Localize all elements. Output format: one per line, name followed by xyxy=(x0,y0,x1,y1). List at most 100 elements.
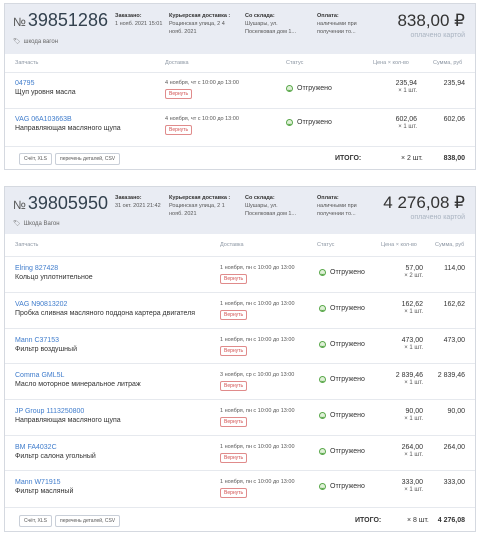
invoice-xls-button[interactable]: Счёт, XLS xyxy=(19,515,52,527)
line-sum: 90,00 xyxy=(447,408,465,415)
return-button[interactable]: Вернуть xyxy=(220,346,248,356)
quantity: × 2 шт. xyxy=(404,273,423,279)
part-article-link[interactable]: JP Group 1113250800 xyxy=(15,408,85,415)
payment-info: Оплата: наличными при получении то... xyxy=(317,195,357,217)
status-label: Отгружено xyxy=(286,119,332,126)
order-footer: Счёт, XLS перечень деталей, CSV ИТОГО: ×… xyxy=(5,146,475,171)
return-button[interactable]: Вернуть xyxy=(165,125,193,135)
order-card: № 39805950 Заказано: 31 окт. 2021 21:42 Ку… xyxy=(4,186,476,532)
unit-price: 602,06 xyxy=(395,116,417,123)
col-status: Статус xyxy=(286,60,304,66)
order-header: № 39805950 Заказано: 31 окт. 2021 21:42 Ку… xyxy=(5,187,475,234)
table-row: Mann C37153 Фильтр воздушный 1 ноября, пн… xyxy=(5,328,475,363)
return-button[interactable]: Вернуть xyxy=(220,417,248,427)
col-part: Запчасть xyxy=(15,60,39,66)
delivery-slot: 4 ноября, чт с 10:00 до 13:00 xyxy=(165,116,239,122)
line-sum: 235,94 xyxy=(443,80,465,87)
order-tag[interactable]: шкода вагон xyxy=(13,38,58,45)
delivery-slot: 3 ноября, ср с 10:00 до 13:00 xyxy=(220,372,295,378)
col-delivery: Доставка xyxy=(220,242,244,248)
status-label: Отгружено xyxy=(319,412,365,419)
delivery-slot: 1 ноября, пн с 10:00 до 13:00 xyxy=(220,301,295,307)
order-footer: Счёт, XLS перечень деталей, CSV ИТОГО: ×… xyxy=(5,507,475,533)
itogo-sum: 4 276,08 xyxy=(437,517,465,524)
part-name: Фильтр воздушный xyxy=(15,346,77,353)
return-button[interactable]: Вернуть xyxy=(220,488,248,498)
col-delivery: Доставка xyxy=(165,60,189,66)
smile-icon xyxy=(319,341,326,348)
col-price: Цена × кол-во xyxy=(373,60,409,66)
part-article-link[interactable]: 04795 xyxy=(15,80,35,87)
order-number[interactable]: № 39805950 xyxy=(13,193,108,213)
smile-icon xyxy=(319,305,326,312)
unit-price: 2 839,46 xyxy=(395,372,423,379)
part-article-link[interactable]: Elring 827428 xyxy=(15,265,59,272)
quantity: × 1 шт. xyxy=(404,487,423,493)
part-name: Фильтр масляный xyxy=(15,488,74,495)
itogo-label: ИТОГО: xyxy=(335,155,362,162)
status-label: Отгружено xyxy=(319,269,365,276)
smile-icon xyxy=(286,85,293,92)
unit-price: 235,94 xyxy=(395,80,417,87)
itogo-sum: 838,00 xyxy=(443,155,465,162)
unit-price: 333,00 xyxy=(401,479,423,486)
order-card: № 39851286 Заказано: 1 нояб. 2021 15:01 Ку… xyxy=(4,3,476,170)
part-name: Направляющая масляного щупа xyxy=(15,125,121,132)
part-article-link[interactable]: Mann C37153 xyxy=(15,337,59,344)
delivery-slot: 1 ноября, пн с 10:00 до 13:00 xyxy=(220,337,295,343)
quantity: × 1 шт. xyxy=(404,380,423,386)
return-button[interactable]: Вернуть xyxy=(165,89,193,99)
col-price: Цена × кол-во xyxy=(381,242,417,248)
smile-icon xyxy=(319,376,326,383)
smile-icon xyxy=(319,483,326,490)
col-sum: Сумма, руб xyxy=(433,60,463,66)
warehouse-info: Со склада: Шушары, ул. Поселковая дом 1..… xyxy=(245,195,297,217)
order-total: 838,00 ₽ оплачено картой xyxy=(397,11,465,39)
table-row: Mann W71915 Фильтр масляный 1 ноября, пн … xyxy=(5,470,475,507)
line-sum: 114,00 xyxy=(444,265,465,272)
order-number[interactable]: № 39851286 xyxy=(13,10,108,30)
smile-icon xyxy=(319,448,326,455)
order-tag[interactable]: Шкода Вагон xyxy=(13,220,60,227)
return-button[interactable]: Вернуть xyxy=(220,453,248,463)
quantity: × 1 шт. xyxy=(404,345,423,351)
delivery-slot: 1 ноября, пн с 10:00 до 13:00 xyxy=(220,444,295,450)
line-sum: 333,00 xyxy=(443,479,465,486)
line-sum: 473,00 xyxy=(443,337,465,344)
part-article-link[interactable]: VAG N90813202 xyxy=(15,301,68,308)
quantity: × 1 шт. xyxy=(404,416,423,422)
table-row: 04795 Щуп уровня масла 4 ноября, чт с 10:… xyxy=(5,72,475,108)
order-total: 4 276,08 ₽ оплачено картой xyxy=(383,193,465,221)
part-article-link[interactable]: Comma GML5L xyxy=(15,372,65,379)
return-button[interactable]: Вернуть xyxy=(220,381,248,391)
return-button[interactable]: Вернуть xyxy=(220,310,248,320)
status-label: Отгружено xyxy=(319,305,365,312)
quantity: × 1 шт. xyxy=(404,309,423,315)
part-article-link[interactable]: BM FA4032C xyxy=(15,444,57,451)
warehouse-info: Со склада: Шушары, ул. Поселковая дом 1..… xyxy=(245,13,297,35)
part-name: Фильтр салона угольный xyxy=(15,453,96,460)
itogo-label: ИТОГО: xyxy=(355,517,382,524)
quantity: × 1 шт. xyxy=(398,124,417,130)
line-sum: 264,00 xyxy=(443,444,465,451)
part-article-link[interactable]: Mann W71915 xyxy=(15,479,61,486)
parts-csv-button[interactable]: перечень деталей, CSV xyxy=(55,515,121,527)
invoice-xls-button[interactable]: Счёт, XLS xyxy=(19,153,52,165)
status-label: Отгружено xyxy=(319,483,365,490)
part-article-link[interactable]: VAG 06A103663B xyxy=(15,116,72,123)
quantity: × 1 шт. xyxy=(398,88,417,94)
return-button[interactable]: Вернуть xyxy=(220,274,248,284)
col-part: Запчасть xyxy=(15,242,39,248)
part-name: Кольцо уплотнительное xyxy=(15,274,93,281)
table-row: JP Group 1113250800 Направляющая масляног… xyxy=(5,399,475,435)
col-sum: Сумма, руб xyxy=(435,242,465,248)
table-row: VAG N90813202 Пробка сливная масляного по… xyxy=(5,292,475,328)
order-header: № 39851286 Заказано: 1 нояб. 2021 15:01 Ку… xyxy=(5,4,475,54)
delivery-info: Курьерская доставка : Рощинская улица, 2 … xyxy=(169,13,231,35)
col-status: Статус xyxy=(317,242,335,248)
status-label: Отгружено xyxy=(319,448,365,455)
quantity: × 1 шт. xyxy=(404,452,423,458)
table-row: BM FA4032C Фильтр салона угольный 1 ноябр… xyxy=(5,435,475,470)
itogo-qty: × 2 шт. xyxy=(401,155,423,162)
parts-csv-button[interactable]: перечень деталей, CSV xyxy=(55,153,121,165)
